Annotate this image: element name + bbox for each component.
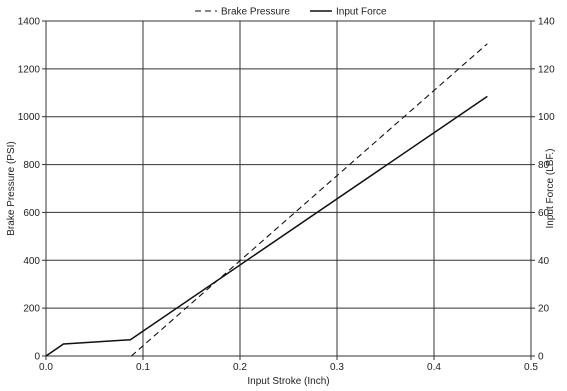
legend-label-input-force: Input Force: [336, 7, 387, 18]
plot-frame: [45, 20, 532, 357]
x-tick-label: 0.0: [39, 362, 53, 373]
left-tick-label: 400: [23, 256, 40, 267]
left-axis-title: Brake Pressure (PSI): [6, 141, 17, 235]
left-tick-label: 1200: [18, 64, 41, 75]
right-tick-label: 60: [538, 208, 550, 219]
left-tick-label: 1000: [18, 112, 41, 123]
right-tick-label: 40: [538, 256, 550, 267]
x-tick-label: 0.3: [330, 362, 344, 373]
series-line-input-force: [45, 95, 488, 357]
right-tick-label: 140: [538, 17, 555, 28]
series-layer: [45, 43, 488, 357]
x-axis-title: Input Stroke (Inch): [247, 376, 329, 387]
x-tick-label: 0.5: [524, 362, 538, 373]
right-tick-label: 80: [538, 160, 550, 171]
left-axis-ticks: 0 200 400 600 800 1000 1200 1400: [18, 17, 46, 363]
right-tick-label: 100: [538, 112, 555, 123]
left-tick-label: 800: [23, 160, 40, 171]
x-axis-ticks: 0.0 0.1 0.2 0.3 0.4 0.5: [39, 356, 538, 373]
series-line-brake-pressure: [130, 43, 488, 357]
left-tick-label: 1400: [18, 17, 41, 28]
left-tick-label: 600: [23, 208, 40, 219]
right-tick-label: 120: [538, 64, 555, 75]
right-tick-label: 0: [538, 352, 544, 363]
right-axis-ticks: 0 20 40 60 80 100 120 140: [531, 17, 555, 363]
legend: Brake Pressure Input Force: [195, 7, 387, 18]
x-tick-label: 0.2: [233, 362, 247, 373]
x-tick-label: 0.1: [136, 362, 150, 373]
right-axis-title: Input Force (LBF.): [545, 148, 556, 228]
legend-label-brake-pressure: Brake Pressure: [221, 7, 290, 18]
grid: [46, 21, 531, 356]
x-tick-label: 0.4: [427, 362, 441, 373]
left-tick-label: 0: [34, 352, 40, 363]
left-tick-label: 200: [23, 304, 40, 315]
right-tick-label: 20: [538, 304, 550, 315]
